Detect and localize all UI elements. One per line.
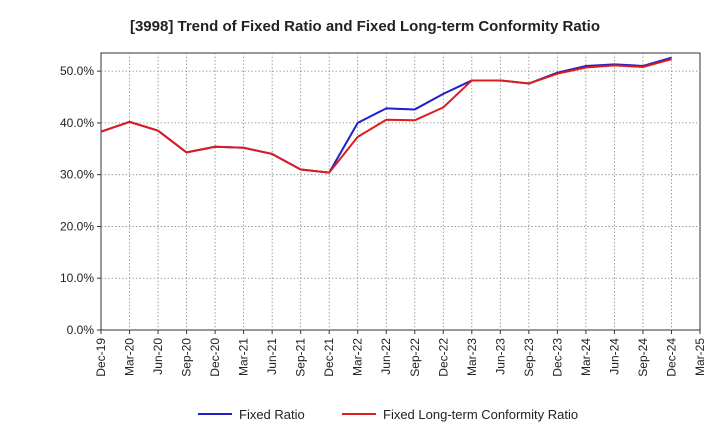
x-tick-label: Dec-22	[436, 338, 450, 377]
x-tick-label: Mar-22	[351, 338, 365, 376]
legend-label-fixed-ratio: Fixed Ratio	[239, 407, 305, 422]
x-tick-label: Sep-22	[408, 338, 422, 377]
x-tick-label: Dec-24	[664, 338, 678, 377]
y-tick-label: 50.0%	[60, 64, 94, 78]
series-lines	[100, 56, 672, 174]
x-tick-label: Dec-21	[322, 338, 336, 377]
x-tick-label: Jun-24	[607, 338, 621, 375]
y-tick-label: 40.0%	[60, 116, 94, 130]
x-tick-label: Sep-24	[636, 338, 650, 377]
y-tick-label: 20.0%	[60, 219, 94, 233]
y-tick-label: 0.0%	[67, 323, 95, 337]
x-tick-label: Dec-20	[208, 338, 222, 377]
x-tick-label: Mar-23	[465, 338, 479, 376]
x-tick-label: Jun-20	[151, 338, 165, 375]
legend: Fixed Ratio Fixed Long-term Conformity R…	[198, 407, 578, 422]
x-tick-label: Sep-21	[294, 338, 308, 377]
x-tick-label: Dec-19	[94, 338, 108, 377]
x-tick-label: Mar-21	[237, 338, 251, 376]
x-tick-label: Jun-22	[379, 338, 393, 375]
x-tick-label: Dec-23	[550, 338, 564, 377]
series-line-fixed-long-term-conformity-ratio	[100, 58, 672, 174]
x-tick-label: Jun-21	[265, 338, 279, 375]
x-tick-label: Sep-20	[180, 338, 194, 377]
y-axis: 0.0% 10.0% 20.0% 30.0% 40.0% 50.0%	[60, 64, 101, 337]
y-tick-label: 10.0%	[60, 271, 94, 285]
chart-title: [3998] Trend of Fixed Ratio and Fixed Lo…	[130, 18, 600, 35]
x-tick-label: Mar-20	[123, 338, 137, 376]
y-tick-label: 30.0%	[60, 168, 94, 182]
plot-area	[100, 52, 701, 331]
x-axis: Dec-19 Mar-20 Jun-20 Sep-20 Dec-20 Mar-21 Jun-…	[94, 330, 707, 377]
legend-label-fixed-long-term-conformity-ratio: Fixed Long-term Conformity Ratio	[383, 407, 578, 422]
grid-lines	[101, 53, 700, 330]
x-tick-label: Mar-24	[579, 338, 593, 376]
plot-frame	[100, 52, 701, 331]
x-tick-label: Mar-25	[693, 338, 707, 376]
x-tick-label: Jun-23	[493, 338, 507, 375]
x-tick-label: Sep-23	[522, 338, 536, 377]
